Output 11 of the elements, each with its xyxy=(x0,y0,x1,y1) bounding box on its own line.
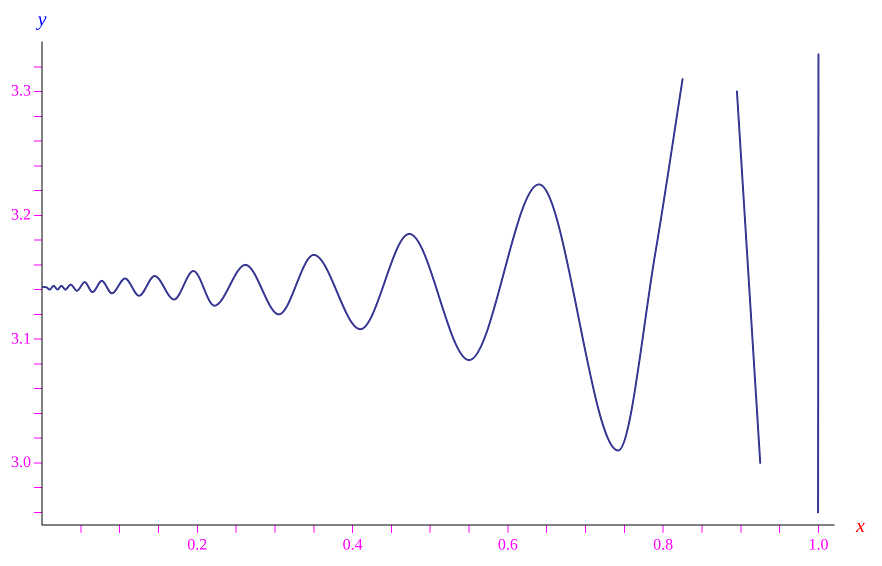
x-tick-label: 0.8 xyxy=(653,536,674,554)
x-tick-label: 0.6 xyxy=(498,536,518,554)
y-tick-label: 3.3 xyxy=(11,82,31,100)
y-tick-label: 3.1 xyxy=(11,330,31,348)
x-tick-label: 1.0 xyxy=(808,536,828,554)
y-tick-label: 3.0 xyxy=(11,454,31,472)
x-axis-title: x xyxy=(855,515,865,538)
x-tick-label: 0.4 xyxy=(342,536,363,554)
y-tick-label: 3.2 xyxy=(11,206,31,224)
x-tick-label: 0.2 xyxy=(187,536,208,554)
y-axis-title: y xyxy=(36,8,47,30)
